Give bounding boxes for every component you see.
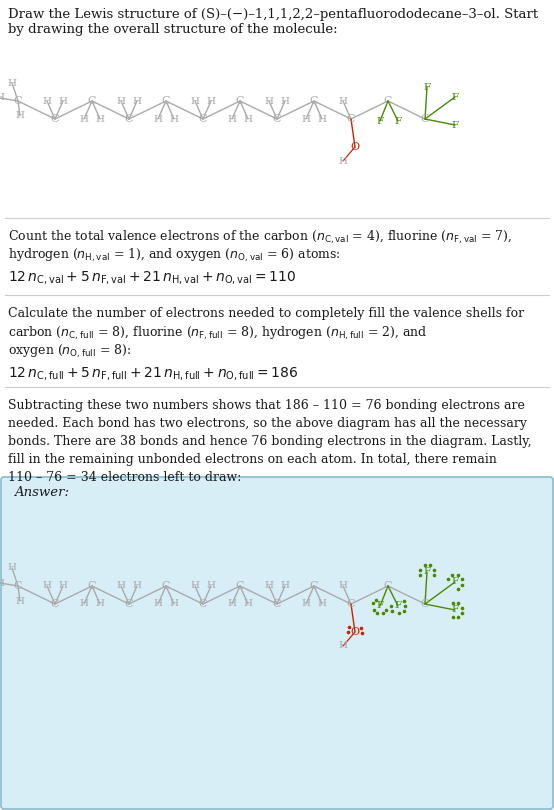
Text: C: C [273, 114, 281, 124]
Text: C: C [88, 581, 96, 591]
Text: C: C [199, 114, 207, 124]
Text: $12\,n_{\mathrm{C,val}} + 5\,n_{\mathrm{F,val}} + 21\,n_{\mathrm{H,val}} + n_{\m: $12\,n_{\mathrm{C,val}} + 5\,n_{\mathrm{… [8, 269, 296, 286]
Text: F: F [423, 568, 430, 577]
Text: H: H [0, 93, 4, 103]
Text: C: C [14, 96, 22, 106]
Text: H: H [116, 582, 126, 590]
Text: C: C [273, 599, 281, 609]
Text: H: H [244, 599, 253, 608]
Text: H: H [8, 79, 17, 87]
Text: H: H [207, 96, 216, 105]
Text: C: C [236, 581, 244, 591]
Text: H: H [8, 564, 17, 573]
Text: O: O [351, 142, 360, 152]
Text: H: H [0, 578, 4, 587]
Text: H: H [301, 114, 310, 123]
Text: $12\,n_{\mathrm{C,full}} + 5\,n_{\mathrm{F,full}} + 21\,n_{\mathrm{H,full}} + n_: $12\,n_{\mathrm{C,full}} + 5\,n_{\mathrm… [8, 365, 299, 382]
Text: C: C [384, 581, 392, 591]
Text: H: H [153, 599, 162, 608]
Text: C: C [162, 96, 170, 106]
Text: Answer:: Answer: [14, 486, 69, 499]
Text: H: H [338, 96, 347, 105]
Text: by drawing the overall structure of the molecule:: by drawing the overall structure of the … [8, 23, 337, 36]
Text: C: C [236, 96, 244, 106]
Text: H: H [280, 96, 290, 105]
Text: C: C [51, 114, 59, 124]
Text: H: H [132, 96, 141, 105]
Text: F: F [452, 92, 459, 101]
Text: C: C [420, 599, 429, 609]
FancyBboxPatch shape [1, 477, 553, 809]
Text: H: H [170, 599, 178, 608]
Text: H: H [153, 114, 162, 123]
Text: H: H [191, 96, 199, 105]
Text: C: C [162, 581, 170, 591]
Text: H: H [95, 114, 105, 123]
Text: H: H [338, 642, 347, 650]
Text: H: H [170, 114, 178, 123]
Text: H: H [264, 96, 274, 105]
Text: C: C [384, 96, 392, 106]
Text: H: H [59, 582, 68, 590]
Text: H: H [280, 582, 290, 590]
Text: Draw the Lewis structure of (S)–(−)–1,1,1,2,2–pentafluorododecane–3–ol. Start: Draw the Lewis structure of (S)–(−)–1,1,… [8, 8, 538, 21]
Text: F: F [394, 117, 402, 126]
Text: H: H [80, 599, 89, 608]
Text: C: C [125, 599, 134, 609]
Text: H: H [59, 96, 68, 105]
Text: F: F [452, 578, 459, 586]
Text: Calculate the number of electrons needed to completely fill the valence shells f: Calculate the number of electrons needed… [8, 307, 524, 320]
Text: H: H [191, 582, 199, 590]
Text: H: H [338, 156, 347, 165]
Text: C: C [51, 599, 59, 609]
Text: H: H [228, 114, 237, 123]
Text: F: F [394, 602, 402, 611]
Text: H: H [16, 112, 24, 121]
Text: Count the total valence electrons of the carbon ($n_{\mathrm{C,val}}$ = 4), fluo: Count the total valence electrons of the… [8, 229, 512, 246]
Text: H: H [80, 114, 89, 123]
Text: fill in the remaining unbonded electrons on each atom. In total, there remain: fill in the remaining unbonded electrons… [8, 453, 497, 466]
Text: Subtracting these two numbers shows that 186 – 110 = 76 bonding electrons are: Subtracting these two numbers shows that… [8, 399, 525, 412]
Text: C: C [347, 599, 355, 609]
Text: F: F [423, 83, 430, 92]
Text: F: F [376, 117, 383, 126]
Text: C: C [310, 581, 318, 591]
Text: bonds. There are 38 bonds and hence 76 bonding electrons in the diagram. Lastly,: bonds. There are 38 bonds and hence 76 b… [8, 435, 532, 448]
Text: H: H [317, 114, 326, 123]
Text: H: H [207, 582, 216, 590]
Text: F: F [452, 121, 459, 130]
Text: H: H [16, 596, 24, 606]
Text: H: H [116, 96, 126, 105]
Text: H: H [95, 599, 105, 608]
Text: H: H [132, 582, 141, 590]
Text: H: H [317, 599, 326, 608]
Text: H: H [228, 599, 237, 608]
Text: carbon ($n_{\mathrm{C,full}}$ = 8), fluorine ($n_{\mathrm{F,full}}$ = 8), hydrog: carbon ($n_{\mathrm{C,full}}$ = 8), fluo… [8, 325, 428, 342]
Text: C: C [199, 599, 207, 609]
Text: H: H [338, 582, 347, 590]
Text: H: H [43, 96, 52, 105]
Text: C: C [347, 114, 355, 124]
Text: F: F [452, 606, 459, 615]
Text: O: O [351, 627, 360, 637]
Text: C: C [420, 114, 429, 124]
Text: H: H [43, 582, 52, 590]
Text: C: C [88, 96, 96, 106]
Text: 110 – 76 = 34 electrons left to draw:: 110 – 76 = 34 electrons left to draw: [8, 471, 242, 484]
Text: needed. Each bond has two electrons, so the above diagram has all the necessary: needed. Each bond has two electrons, so … [8, 417, 527, 430]
Text: hydrogen ($n_{\mathrm{H,val}}$ = 1), and oxygen ($n_{\mathrm{O,val}}$ = 6) atoms: hydrogen ($n_{\mathrm{H,val}}$ = 1), and… [8, 247, 341, 264]
Text: F: F [376, 602, 383, 611]
Text: C: C [125, 114, 134, 124]
Text: H: H [264, 582, 274, 590]
Text: oxygen ($n_{\mathrm{O,full}}$ = 8):: oxygen ($n_{\mathrm{O,full}}$ = 8): [8, 343, 131, 360]
Text: C: C [310, 96, 318, 106]
Text: C: C [14, 581, 22, 591]
Text: H: H [244, 114, 253, 123]
Text: H: H [301, 599, 310, 608]
